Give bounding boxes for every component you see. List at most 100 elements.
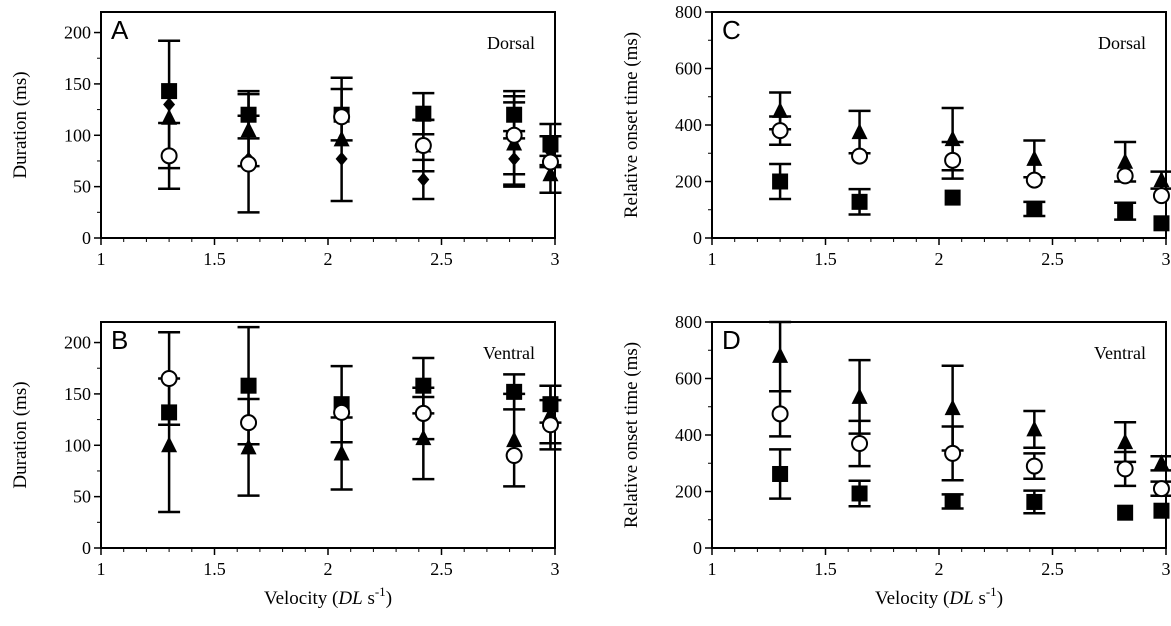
data-point-circle bbox=[944, 444, 962, 462]
data-point-square bbox=[851, 485, 868, 502]
data-point-triangle bbox=[240, 438, 257, 455]
y-tick-label: 400 bbox=[675, 115, 702, 135]
data-point-triangle bbox=[1117, 152, 1134, 169]
y-axis-label: Duration (ms) bbox=[10, 381, 31, 488]
data-point-circle bbox=[771, 122, 789, 140]
y-axis-label: Relative onset time (ms) bbox=[621, 342, 642, 528]
y-tick-label: 600 bbox=[675, 369, 702, 389]
data-point-square bbox=[415, 377, 432, 394]
data-point-circle bbox=[851, 434, 869, 452]
y-tick-label: 150 bbox=[64, 74, 91, 94]
x-axis-label-dl: DL bbox=[337, 588, 362, 609]
series-square bbox=[161, 83, 562, 167]
region-annotation: Dorsal bbox=[487, 33, 535, 53]
y-axis-label: Duration (ms) bbox=[10, 71, 31, 178]
data-point-circle bbox=[1152, 480, 1170, 498]
x-tick-label: 2 bbox=[324, 249, 333, 269]
data-point-square bbox=[772, 173, 789, 190]
data-point-circle bbox=[414, 137, 432, 155]
data-point-circle bbox=[944, 151, 962, 169]
x-tick-label: 2.5 bbox=[430, 559, 453, 579]
data-point-triangle bbox=[333, 130, 350, 147]
y-tick-label: 100 bbox=[64, 435, 91, 455]
x-tick-label: 1 bbox=[97, 559, 106, 579]
x-tick-label: 3 bbox=[551, 559, 560, 579]
x-axis-label-unit: s bbox=[974, 588, 986, 609]
data-point-triangle bbox=[1153, 454, 1170, 471]
data-point-square bbox=[1153, 502, 1170, 519]
data-point-circle bbox=[851, 147, 869, 165]
x-axis-label: Velocity (DL s-1) bbox=[875, 584, 1003, 609]
data-point-circle bbox=[414, 404, 432, 422]
x-tick-label: 1.5 bbox=[203, 249, 226, 269]
data-point-circle bbox=[333, 108, 351, 126]
panel-letter: B bbox=[111, 325, 128, 355]
x-tick-label: 2 bbox=[935, 559, 944, 579]
data-point-square bbox=[415, 105, 432, 122]
x-tick-label: 2 bbox=[324, 559, 333, 579]
y-tick-label: 150 bbox=[64, 384, 91, 404]
data-point-square bbox=[1153, 215, 1170, 232]
x-axis-label-close: ) bbox=[997, 588, 1003, 609]
data-point-circle bbox=[160, 370, 178, 387]
data-point-triangle bbox=[851, 123, 868, 140]
x-tick-label: 1 bbox=[708, 249, 717, 269]
data-point-circle bbox=[333, 403, 351, 421]
data-point-circle bbox=[771, 405, 789, 423]
data-point-triangle bbox=[542, 165, 559, 182]
x-tick-label: 1.5 bbox=[814, 249, 837, 269]
x-tick-label: 3 bbox=[1162, 249, 1171, 269]
data-point-square bbox=[772, 465, 789, 482]
data-point-triangle bbox=[333, 444, 350, 461]
x-tick-label: 3 bbox=[1162, 559, 1171, 579]
data-point-triangle bbox=[772, 346, 789, 363]
x-axis-label-dl: DL bbox=[948, 588, 973, 609]
series-square bbox=[769, 162, 1170, 232]
y-tick-label: 0 bbox=[693, 538, 702, 558]
data-point-square bbox=[1026, 200, 1043, 217]
data-point-square bbox=[1026, 493, 1043, 510]
data-point-triangle bbox=[1026, 149, 1043, 166]
y-tick-label: 200 bbox=[64, 333, 91, 353]
data-point-circle bbox=[240, 414, 258, 432]
series-triangle bbox=[158, 377, 562, 514]
data-point-circle bbox=[1025, 457, 1043, 475]
data-point-circle bbox=[541, 416, 559, 434]
region-annotation: Ventral bbox=[483, 343, 535, 363]
data-point-square bbox=[851, 193, 868, 210]
panel-b: 1 1.5 2 2.5 3 0 50 100 150 200 Duration (ms) Veloci… bbox=[10, 321, 562, 609]
y-tick-label: 0 bbox=[693, 228, 702, 248]
data-point-triangle bbox=[851, 387, 868, 404]
series-triangle bbox=[161, 76, 562, 203]
data-point-triangle bbox=[1026, 420, 1043, 437]
data-point-circle bbox=[1152, 187, 1170, 205]
x-tick-label: 3 bbox=[551, 249, 560, 269]
data-point-square bbox=[1117, 203, 1134, 220]
x-tick-label: 2.5 bbox=[1041, 249, 1064, 269]
panel-a: 1 1.5 2 2.5 3 0 50 100 150 200 Duration (ms) A Dorsa… bbox=[10, 11, 562, 269]
data-point-circle bbox=[1025, 171, 1043, 189]
x-tick-label: 2.5 bbox=[1041, 559, 1064, 579]
data-point-square bbox=[506, 383, 523, 400]
x-axis-label-exponent: -1 bbox=[986, 584, 997, 599]
data-point-diamond bbox=[417, 172, 430, 187]
x-tick-label: 1.5 bbox=[814, 559, 837, 579]
data-point-triangle bbox=[161, 436, 178, 453]
series-circle bbox=[769, 115, 1170, 205]
x-tick-label: 1 bbox=[708, 559, 717, 579]
y-tick-label: 400 bbox=[675, 425, 702, 445]
y-tick-label: 800 bbox=[675, 312, 702, 332]
y-tick-label: 100 bbox=[64, 125, 91, 145]
data-point-circle bbox=[1116, 167, 1134, 185]
x-tick-label: 1.5 bbox=[203, 559, 226, 579]
y-tick-label: 50 bbox=[73, 177, 91, 197]
y-tick-label: 200 bbox=[64, 23, 91, 43]
data-point-circle bbox=[505, 126, 523, 144]
x-axis-label-text: Velocity ( bbox=[875, 588, 949, 609]
y-tick-label: 800 bbox=[675, 2, 702, 22]
y-tick-label: 0 bbox=[82, 228, 91, 248]
x-axis-label-text: Velocity ( bbox=[264, 588, 338, 609]
y-axis-label: Relative onset time (ms) bbox=[621, 32, 642, 218]
data-point-diamond bbox=[335, 151, 348, 166]
data-point-circle bbox=[505, 447, 523, 465]
